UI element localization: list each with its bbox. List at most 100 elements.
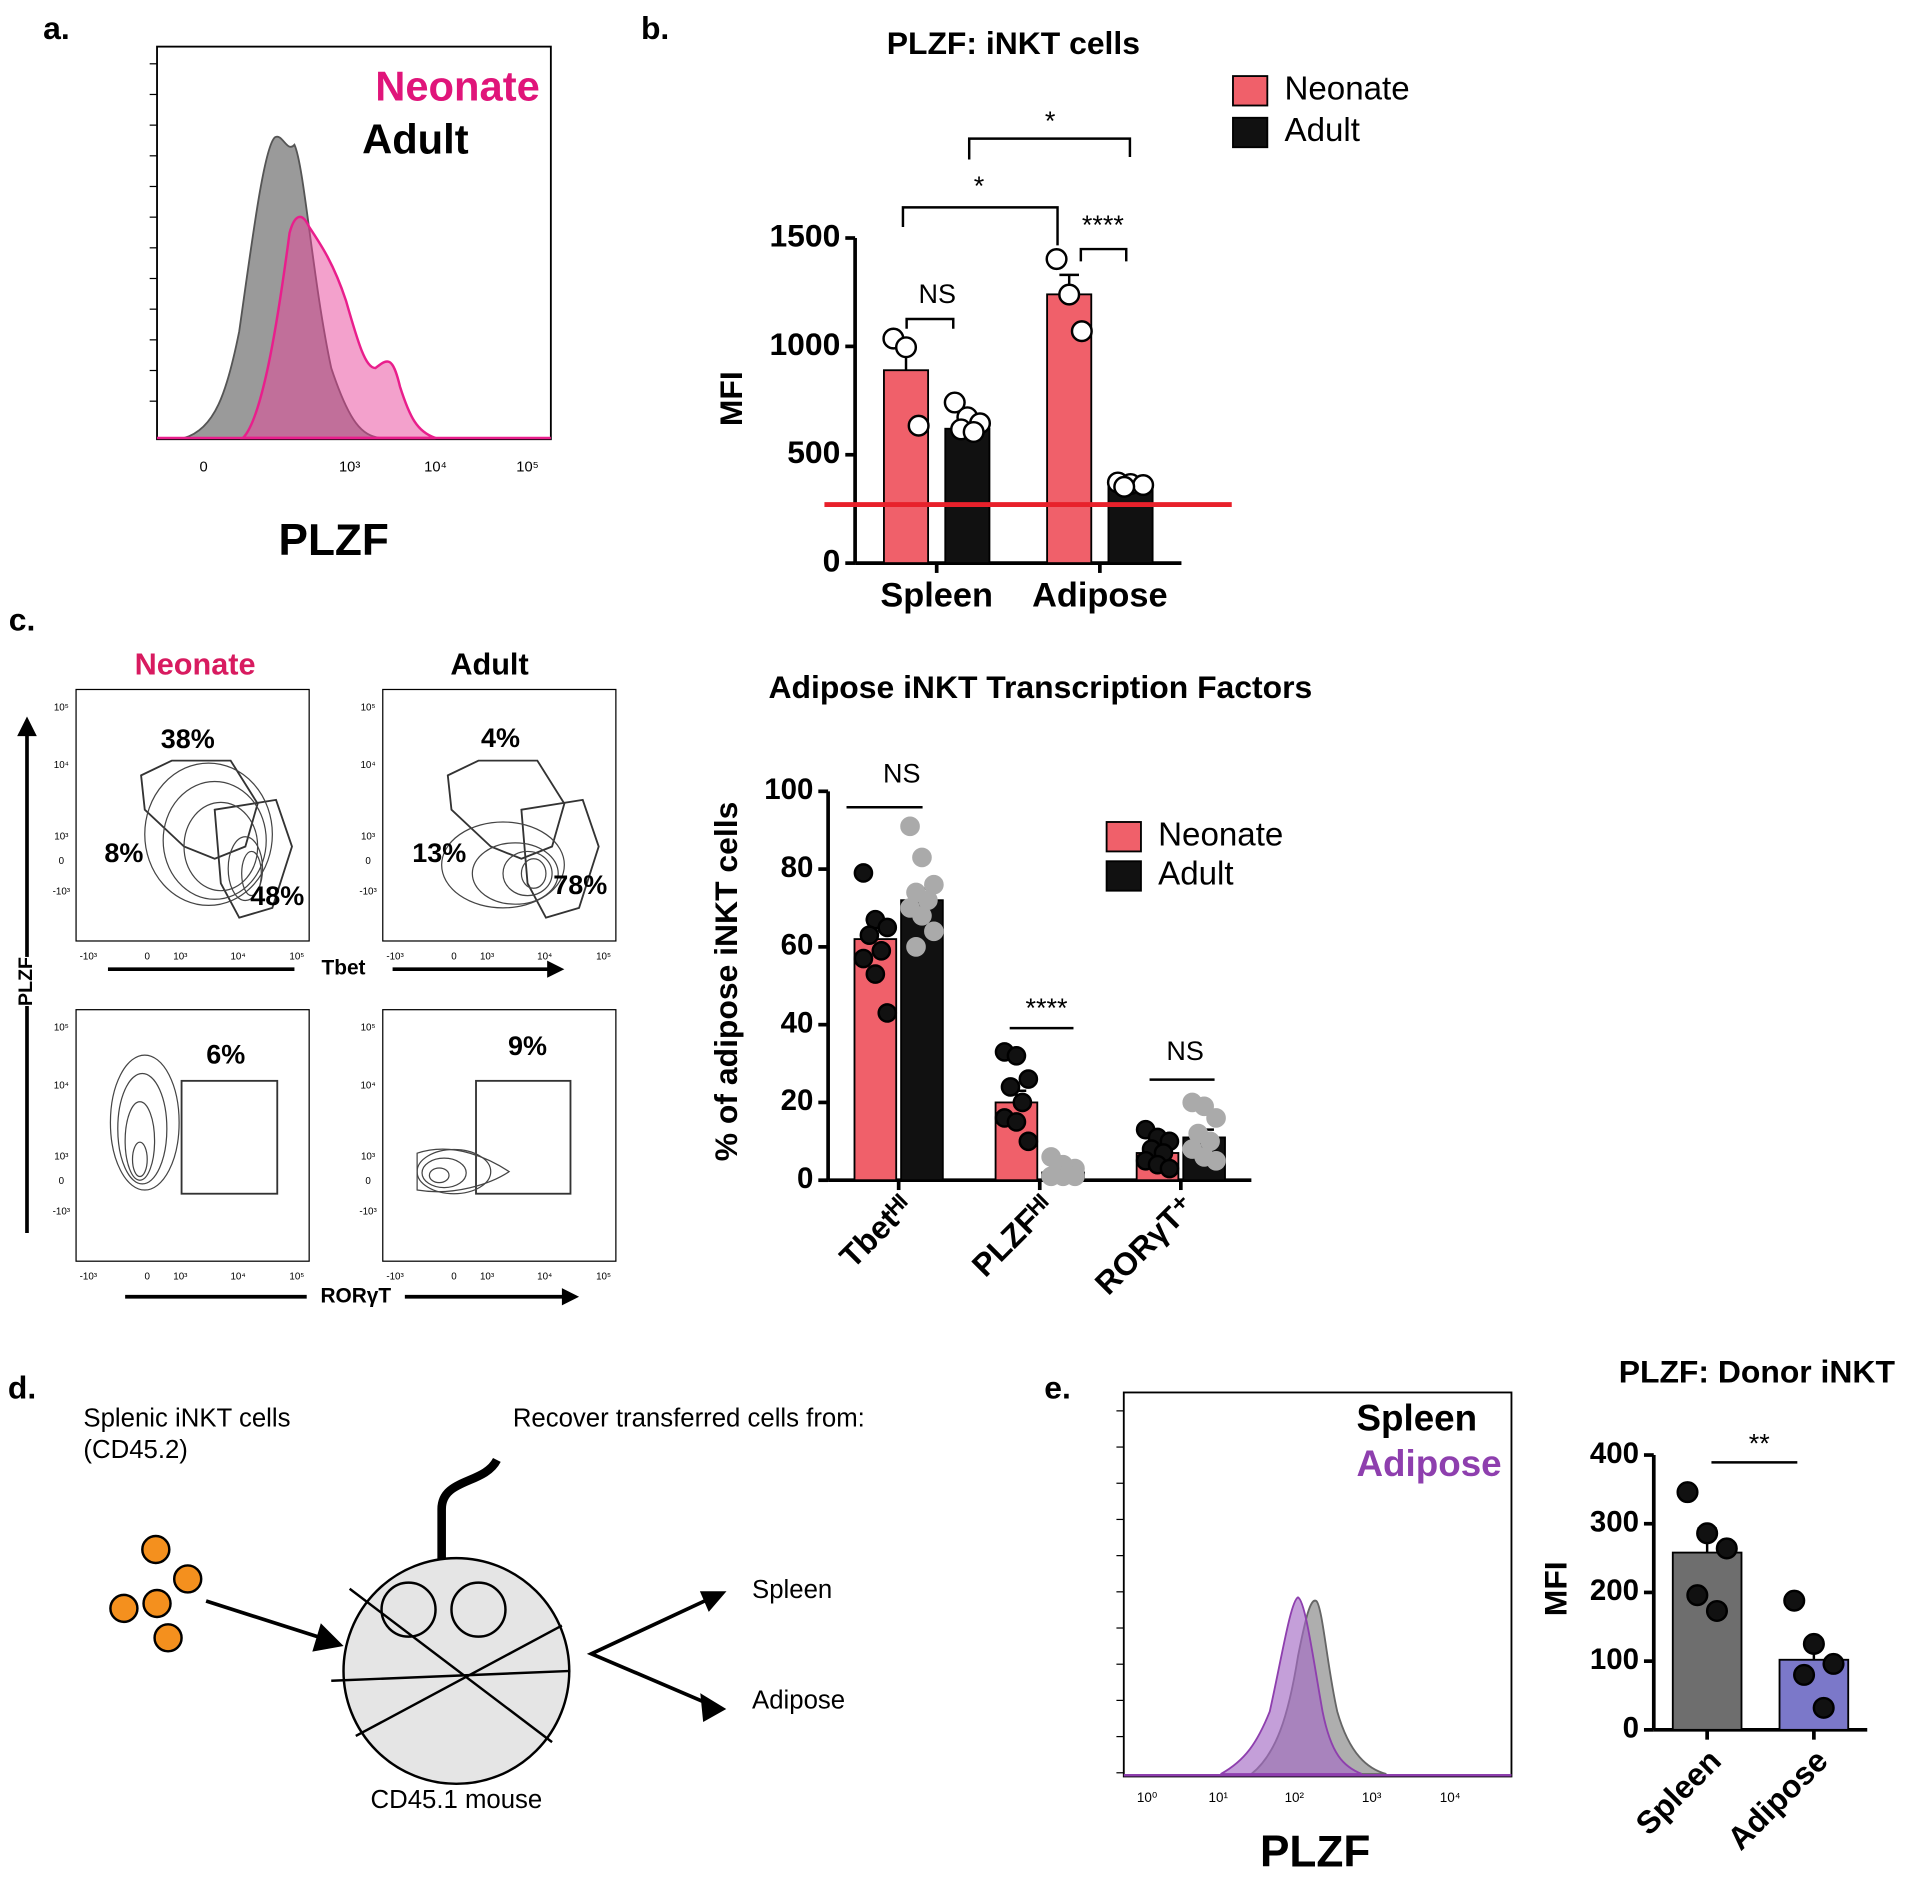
transfer-diagram [109, 1457, 727, 1786]
y-tick-label: 1000 [769, 326, 840, 362]
y-tick-label: 0 [797, 1162, 813, 1195]
data-point [1159, 1158, 1180, 1179]
x-tick-label: 10³ [480, 952, 495, 963]
panel-label: d. [8, 1369, 36, 1405]
y-tick-label: 10³ [54, 1152, 69, 1163]
y-tick-label: 10⁴ [54, 1080, 69, 1091]
bar [1107, 484, 1154, 565]
x-axis-label: RORγT [320, 1284, 391, 1307]
bracket [901, 206, 1059, 246]
arrow-head [312, 1623, 344, 1652]
x-tick-label: Spleen [1629, 1742, 1728, 1841]
chart-title: PLZF: iNKT cells [887, 25, 1140, 61]
bar [1671, 1551, 1743, 1731]
data-point [1206, 1108, 1226, 1128]
data-point [1793, 1663, 1816, 1686]
x-tick-label: 0 [200, 459, 208, 475]
contour [124, 1101, 156, 1181]
panel-label: c. [9, 601, 36, 637]
x-tick-label: 0 [144, 952, 150, 963]
label-bg [14, 956, 40, 1007]
x-tick-label: 10³ [173, 1272, 188, 1283]
legend-entry: Neonate [375, 63, 540, 110]
x-axis-label: Tbet [322, 957, 366, 980]
gate [446, 759, 566, 860]
contour [227, 836, 264, 902]
legend-entry: Adult [1284, 112, 1359, 149]
diagram-label: Splenic iNKT cells [83, 1404, 290, 1432]
neonate-curve [239, 215, 436, 440]
data-point [853, 948, 874, 969]
data-point [1822, 1652, 1845, 1675]
x-tick-label: 10⁴ [537, 1272, 552, 1283]
legend-entry: Neonate [1158, 816, 1283, 853]
arrow-head [547, 960, 565, 978]
x-tick-label: RORγT⁺ [1088, 1188, 1202, 1302]
data-point [1018, 1069, 1039, 1089]
arrow-head [17, 716, 37, 737]
column-header: Adult [450, 647, 528, 681]
chart-title: Adipose iNKT Transcription Factors [768, 669, 1312, 705]
data-point [962, 420, 985, 444]
data-point [1676, 1481, 1699, 1504]
data-point [1715, 1537, 1738, 1560]
x-tick-label: Adipose [1032, 577, 1167, 615]
diagram-label: Recover transferred cells from: [513, 1404, 865, 1432]
y-axis-label: MFI [1538, 1561, 1574, 1616]
contour [117, 1072, 168, 1185]
data-point [1132, 474, 1155, 497]
contour [502, 850, 553, 897]
data-point [1045, 247, 1068, 271]
contour [183, 801, 259, 892]
y-tick-label: 0 [365, 1176, 371, 1187]
annotation: **** [1082, 210, 1125, 240]
x-tick-label: 0 [451, 952, 457, 963]
x-tick-label: Spleen [880, 577, 993, 615]
annotation: NS [919, 279, 957, 309]
x-tick-label: -10³ [80, 1272, 98, 1283]
mouse-ear [380, 1581, 437, 1638]
legend-swatch [1105, 860, 1142, 892]
data-point [912, 905, 932, 926]
y-tick-label: 0 [365, 856, 371, 867]
y-tick-label: 10³ [361, 1152, 376, 1163]
y-tick-label: 0 [59, 856, 65, 867]
data-point [1012, 1092, 1033, 1113]
contour [131, 1141, 148, 1178]
data-point [1018, 1131, 1039, 1152]
bracket [1079, 247, 1128, 262]
arrow-head [700, 1693, 727, 1723]
diagram-label: Adipose [752, 1686, 845, 1714]
legend-entry: Adult [362, 115, 469, 162]
x-tick-label: -10³ [80, 952, 98, 963]
mouse-ear [450, 1581, 507, 1638]
arrow [205, 1599, 330, 1643]
y-tick-label: 100 [1590, 1643, 1639, 1676]
y-tick-label: 80 [781, 851, 814, 884]
data-point [1812, 1696, 1835, 1719]
data-point [1070, 320, 1093, 343]
y-tick-label: 10⁵ [361, 702, 376, 713]
x-tick-label: 10⁴ [1440, 1790, 1461, 1805]
x-tick-label: PLZFᴴᴵ [965, 1188, 1061, 1284]
bar [883, 369, 930, 565]
y-tick-label: 10³ [54, 831, 69, 842]
data-point [1696, 1522, 1719, 1545]
plot-frame [75, 688, 310, 942]
annotation: **** [1025, 993, 1068, 1023]
x-tick-label: -10³ [386, 1272, 404, 1283]
cell [142, 1588, 172, 1619]
y-tick-label: 60 [781, 929, 814, 962]
y-tick-label: 10⁵ [54, 702, 69, 713]
x-tick-label: -10³ [386, 952, 404, 963]
diagram-label: Spleen [752, 1576, 832, 1604]
panel-label: e. [1044, 1369, 1071, 1405]
gate-percent: 8% [104, 838, 143, 868]
data-point [906, 937, 926, 957]
diagram-label: CD45.1 mouse [371, 1786, 543, 1814]
data-point [1006, 1112, 1027, 1132]
y-tick-label: 100 [764, 773, 813, 806]
flow-plots [17, 688, 617, 1306]
